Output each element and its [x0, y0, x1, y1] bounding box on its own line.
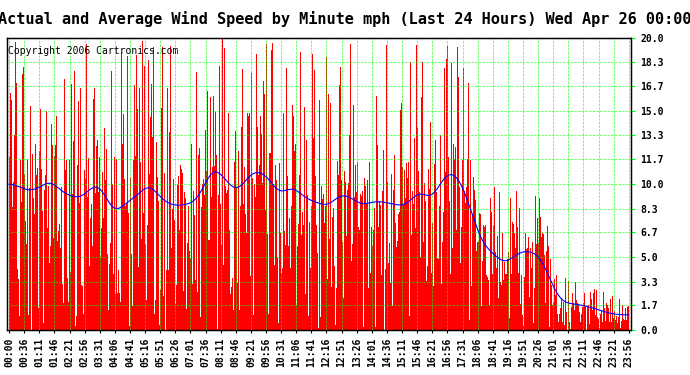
Text: Actual and Average Wind Speed by Minute mph (Last 24 Hours) Wed Apr 26 00:00: Actual and Average Wind Speed by Minute … — [0, 11, 690, 27]
Text: Copyright 2006 Cartronics.com: Copyright 2006 Cartronics.com — [8, 46, 179, 56]
